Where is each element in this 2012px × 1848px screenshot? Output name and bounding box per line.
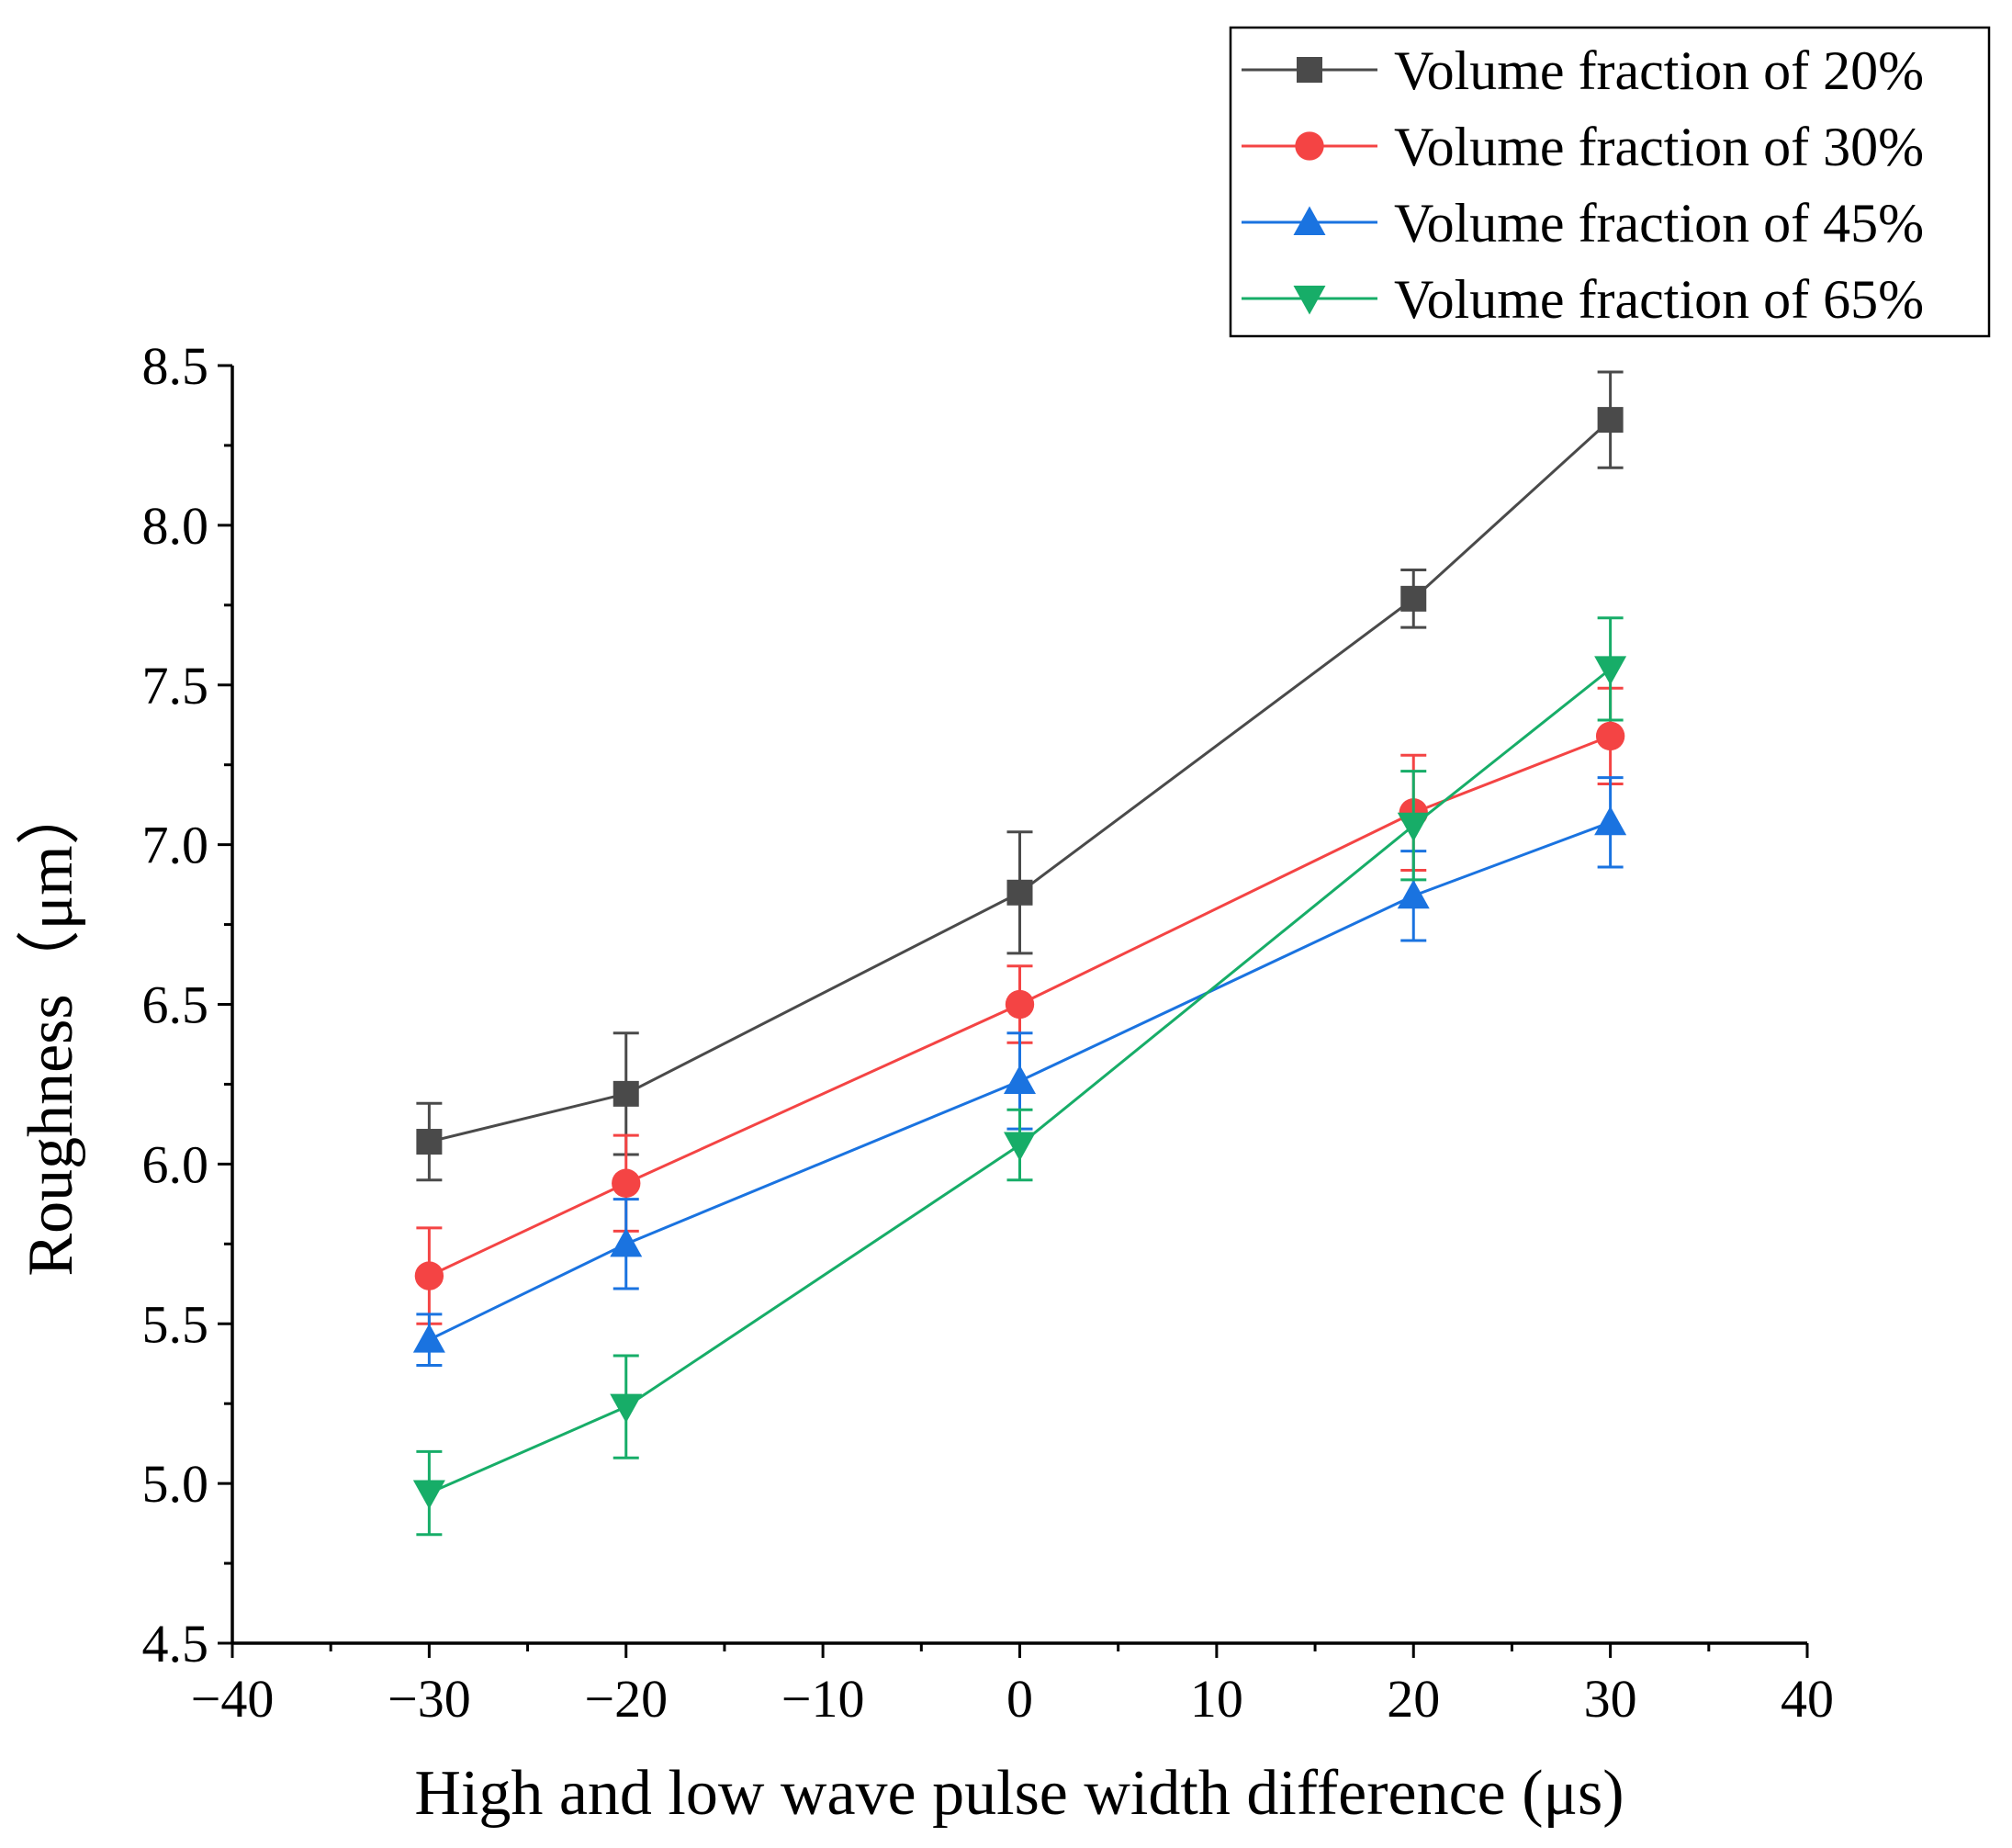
axes: −40 −30 −20 −10 0 10 20 30 40 4.5 5.0 5.5 6.0 6.5 7.0 7… — [142, 336, 1835, 1729]
series-0 — [416, 370, 1624, 1182]
data-point — [414, 1261, 444, 1290]
plot-area — [412, 370, 1627, 1537]
x-tick-label: −20 — [584, 1669, 668, 1729]
data-point — [1004, 1065, 1036, 1094]
data-point — [1594, 806, 1627, 836]
legend-label-65: Volume fraction of 65% — [1394, 269, 1924, 330]
legend-marker — [1293, 286, 1326, 315]
data-point — [612, 1168, 641, 1198]
data-point — [1004, 1132, 1036, 1162]
x-tick-label: −10 — [781, 1669, 865, 1729]
data-point — [1595, 721, 1625, 751]
data-point — [1400, 585, 1427, 612]
data-point — [613, 1080, 639, 1107]
y-axis-title: Roughness（μm） — [16, 781, 86, 1276]
legend-marker — [1293, 206, 1326, 235]
y-tick-label: 7.5 — [142, 656, 209, 716]
data-point — [1397, 879, 1430, 909]
data-point — [610, 1393, 643, 1424]
y-tick-label: 4.5 — [142, 1614, 209, 1673]
legend-label-30: Volume fraction of 30% — [1394, 117, 1924, 177]
series-3 — [412, 616, 1627, 1537]
data-point — [1594, 656, 1627, 685]
y-tick-label: 6.0 — [142, 1134, 209, 1194]
y-tick-label: 7.0 — [142, 816, 209, 875]
data-point — [1006, 879, 1033, 906]
y-tick-label: 8.5 — [142, 336, 209, 396]
legend-label-20: Volume fraction of 20% — [1394, 40, 1924, 101]
data-point — [416, 1129, 443, 1155]
data-point — [1597, 407, 1624, 434]
legend-box — [1229, 26, 1991, 338]
y-tick-label: 5.5 — [142, 1294, 209, 1354]
x-tick-label: −30 — [388, 1669, 471, 1729]
data-point — [412, 1324, 445, 1353]
y-tick-label: 6.5 — [142, 975, 209, 1035]
legend: Volume fraction of 20% Volume fraction o… — [1229, 26, 1991, 338]
x-tick-label: 20 — [1387, 1669, 1440, 1729]
legend-marker — [1295, 131, 1324, 161]
y-tick-label: 5.0 — [142, 1454, 209, 1514]
x-tick-label: 0 — [1006, 1669, 1033, 1729]
data-point — [1005, 989, 1035, 1020]
legend-marker — [1297, 57, 1322, 83]
legend-label-45: Volume fraction of 45% — [1394, 193, 1924, 254]
data-point — [610, 1227, 643, 1257]
series-1 — [414, 686, 1625, 1325]
x-tick-label: 30 — [1584, 1669, 1637, 1729]
x-tick-label: 40 — [1781, 1669, 1834, 1729]
y-tick-label: 8.0 — [142, 496, 209, 556]
data-point — [1397, 812, 1430, 842]
data-point — [412, 1480, 445, 1510]
x-tick-label: −40 — [191, 1669, 275, 1729]
x-axis-title: High and low wave pulse width difference… — [414, 1758, 1624, 1829]
x-tick-label: 10 — [1190, 1669, 1243, 1729]
